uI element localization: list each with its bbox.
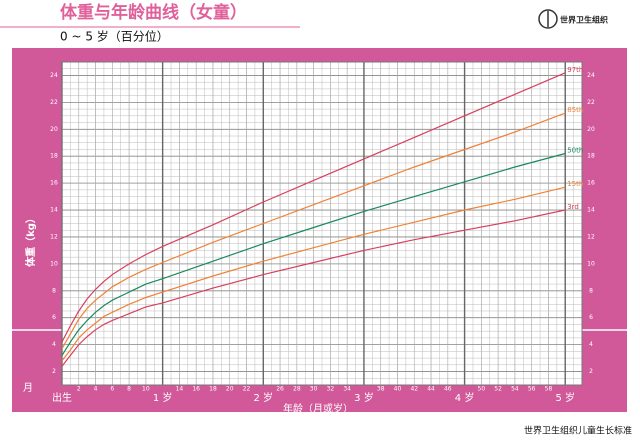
x-tick-label: 34: [343, 386, 351, 393]
y-tick-label: 10: [50, 260, 58, 267]
x-tick-label: 18: [209, 386, 217, 393]
y-tick-label: 10: [587, 260, 595, 267]
y-axis-label: 体重（kg）: [24, 213, 37, 267]
y-tick-label: 20: [587, 126, 595, 133]
percentile-line: [61, 112, 566, 349]
series-label: 97th: [567, 66, 583, 74]
y-tick-label: 12: [50, 233, 58, 240]
series-label: 15th: [567, 180, 583, 188]
x-tick-label: 8: [127, 386, 131, 393]
y-tick-label: 18: [50, 153, 58, 160]
y-tick-label: 24: [587, 72, 595, 79]
y-tick-label: 16: [587, 180, 595, 187]
x-axis-label: 年龄（月或岁）: [283, 402, 353, 415]
series-label: 85th: [567, 106, 583, 114]
footer: 世界卫生组织儿童生长标准: [524, 425, 632, 437]
y-tick-label: 22: [587, 99, 595, 106]
y-tick-label: 14: [50, 207, 58, 214]
x-tick-label: 26: [276, 386, 284, 393]
org-name: 世界卫生组织: [560, 15, 608, 25]
x-tick-label: 10: [142, 386, 150, 393]
x-tick-label: 52: [494, 386, 502, 393]
x-tick-label: 40: [394, 386, 402, 393]
x-tick-label: 22: [243, 386, 251, 393]
y-tick-label: 24: [50, 72, 58, 79]
percentile-line: [61, 152, 566, 356]
y-tick-label: 16: [50, 180, 58, 187]
x-tick-label: 4 岁: [455, 391, 475, 404]
x-tick-label: 50: [478, 386, 486, 393]
month-label: 月: [23, 382, 33, 394]
x-tick-label: 46: [444, 386, 452, 393]
x-tick-label: 出生: [52, 391, 72, 404]
percentile-line: [61, 209, 566, 367]
who-logo: [538, 9, 558, 29]
x-tick-label: 30: [310, 386, 318, 393]
x-tick-label: 54: [511, 386, 519, 393]
x-tick-label: 56: [528, 386, 536, 393]
series-label: 50th: [567, 147, 583, 155]
y-tick-label: 4: [589, 341, 593, 348]
x-tick-label: 4: [94, 386, 98, 393]
y-tick-label: 2: [52, 368, 56, 375]
y-tick-label: 12: [587, 233, 595, 240]
x-tick-label: 28: [293, 386, 301, 393]
y-tick-label: 14: [587, 207, 595, 214]
y-tick-label: 22: [50, 99, 58, 106]
x-tick-label: 32: [327, 386, 335, 393]
percentile-line: [61, 186, 566, 362]
y-tick-label: 2: [589, 368, 593, 375]
x-tick-label: 58: [545, 386, 553, 393]
x-tick-label: 2: [77, 386, 81, 393]
x-tick-label: 6: [110, 386, 114, 393]
x-tick-label: 5 岁: [555, 391, 575, 404]
y-tick-label: 4: [52, 341, 56, 348]
series-label: 3rd: [567, 203, 579, 211]
y-tick-label: 20: [50, 126, 58, 133]
x-tick-label: 42: [410, 386, 418, 393]
x-tick-label: 3 岁: [354, 391, 374, 404]
y-tick-label: 6: [52, 314, 56, 321]
plot-border: [61, 61, 583, 386]
title: 体重与年龄曲线（女童）: [60, 2, 247, 23]
x-tick-label: 2 岁: [254, 391, 274, 404]
percentile-line: [61, 72, 566, 343]
y-tick-label: 8: [52, 287, 56, 294]
x-tick-label: 38: [377, 386, 385, 393]
x-tick-label: 14: [176, 386, 184, 393]
x-tick-label: 1 岁: [153, 391, 173, 404]
subtitle: 0 ~ 5 岁（百分位）: [60, 29, 169, 44]
y-tick-label: 8: [589, 287, 593, 294]
y-tick-label: 18: [587, 153, 595, 160]
x-tick-label: 20: [226, 386, 234, 393]
x-tick-label: 44: [427, 386, 435, 393]
y-tick-label: 6: [589, 314, 593, 321]
x-tick-label: 16: [192, 386, 200, 393]
